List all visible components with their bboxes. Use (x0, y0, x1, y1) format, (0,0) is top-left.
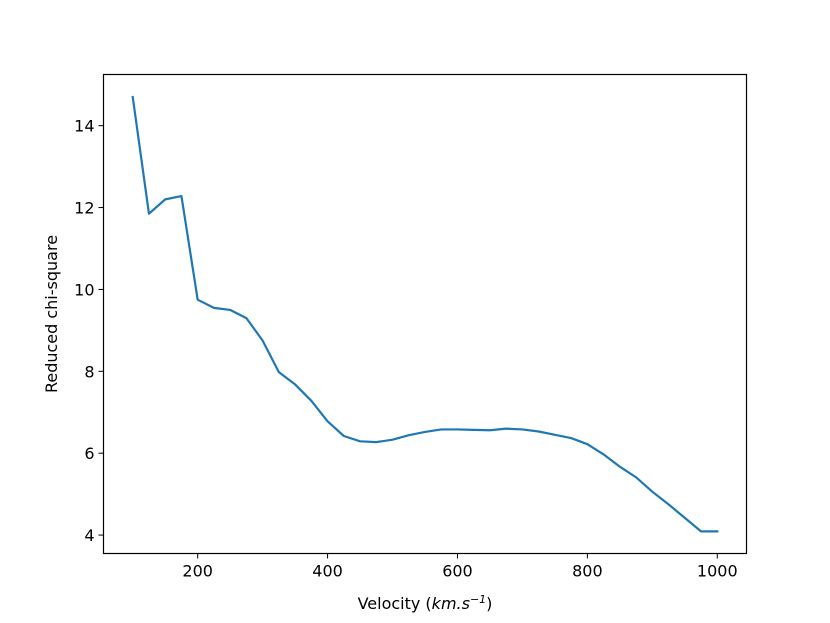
x-axis-ticks: 200 400 600 800 1000 (182, 553, 738, 581)
x-tick-label: 200 (182, 562, 213, 581)
y-tick-label: 4 (84, 526, 94, 545)
x-tick-label: 1000 (697, 562, 738, 581)
x-axis-label: Velocity (km.s−1) (358, 593, 493, 613)
y-tick-label: 14 (74, 117, 94, 136)
y-axis-label: Reduced chi-square (42, 235, 61, 393)
x-tick-label: 800 (572, 562, 603, 581)
y-axis-ticks: 4 6 8 10 12 14 (74, 117, 104, 545)
x-axis-label-exponent: −1 (470, 593, 486, 606)
x-axis-label-main: Velocity ( (358, 594, 432, 613)
x-axis-label-close: ) (486, 594, 492, 613)
y-tick-label: 12 (74, 199, 94, 218)
y-tick-label: 8 (84, 362, 94, 381)
plot-area (131, 95, 719, 533)
x-tick-label: 400 (312, 562, 343, 581)
x-axis-label-unit: km.s (432, 594, 470, 613)
axes-frame (102, 73, 748, 555)
x-tick-label: 600 (442, 562, 473, 581)
y-tick-label: 10 (74, 280, 94, 299)
y-tick-label: 6 (84, 444, 94, 463)
series-line-0 (131, 95, 719, 533)
